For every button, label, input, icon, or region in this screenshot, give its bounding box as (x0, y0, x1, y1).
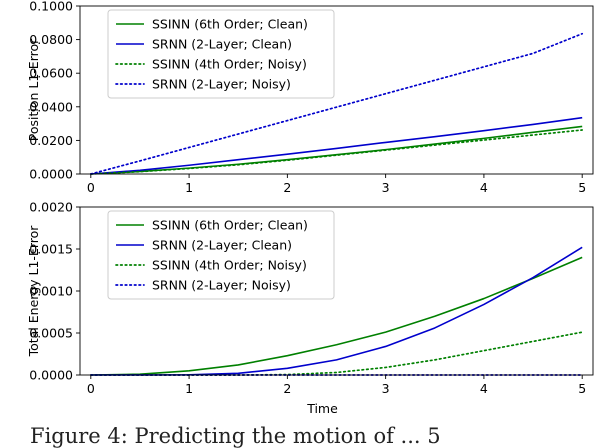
x-tick-label: 2 (283, 381, 291, 396)
x-tick-label: 4 (480, 381, 488, 396)
y-tick-label: 0.0000 (29, 167, 73, 182)
legend-label: SRNN (2-Layer; Noisy) (152, 77, 291, 92)
series-line-top-2 (89, 129, 584, 175)
legend-top: SSINN (6th Order; Clean) SRNN (2-Layer; C… (107, 9, 335, 99)
x-axis-label-bottom: Time (306, 401, 338, 416)
y-tick-label: 0.0010 (29, 284, 73, 299)
legend-bottom: SSINN (6th Order; Clean) SRNN (2-Layer; C… (107, 210, 335, 300)
series-line-bottom-2 (89, 331, 584, 376)
x-tick-label: 3 (382, 180, 390, 195)
x-tick-label: 1 (185, 381, 193, 396)
y-tick-label: 0.0005 (29, 326, 73, 341)
x-tick-label: 3 (382, 381, 390, 396)
series-line-bottom-0 (90, 256, 583, 376)
legend-label: SRNN (2-Layer; Noisy) (152, 278, 291, 293)
legend-label: SRNN (2-Layer; Clean) (152, 37, 292, 52)
y-tick-label: 0.0600 (29, 66, 73, 81)
legend-label: SSINN (6th Order; Clean) (152, 218, 308, 233)
plot-frame-top (79, 5, 594, 175)
y-tick-label: 0.0000 (29, 368, 73, 383)
x-tick-label: 1 (185, 180, 193, 195)
y-tick-label: 0.0020 (29, 200, 73, 215)
legend-label: SRNN (2-Layer; Clean) (152, 238, 292, 253)
y-axis-label-top: Position L1-Error (26, 38, 41, 141)
chart-top: 0 1 2 3 4 5 0.0000 0.0200 0.0400 0.0600 0.0800 0.10… (26, 0, 594, 195)
y-tick-label: 0.0200 (29, 133, 73, 148)
legend-box (107, 9, 335, 99)
series-line-top-0 (90, 125, 583, 175)
y-tick-label: 0.1000 (29, 0, 73, 14)
x-tick-label: 2 (283, 180, 291, 195)
series-line-top-3 (89, 32, 584, 175)
x-tick-label: 4 (480, 180, 488, 195)
x-tick-label: 5 (578, 381, 586, 396)
legend-box (107, 210, 335, 300)
x-tick-label: 0 (87, 381, 95, 396)
series-line-top-1 (90, 116, 583, 175)
figure-caption: Figure 4: Predicting the motion of ... 5 (30, 424, 441, 448)
legend-label: SSINN (4th Order; Noisy) (152, 57, 307, 72)
legend-label: SSINN (4th Order; Noisy) (152, 258, 307, 273)
x-tick-label: 0 (87, 180, 95, 195)
y-tick-label: 0.0015 (29, 242, 73, 257)
y-axis-label-bottom: Total Energy L1-Error (26, 225, 41, 358)
legend-label: SSINN (6th Order; Clean) (152, 17, 308, 32)
chart-bottom: 0 1 2 3 4 5 0.0000 0.0005 0.0010 0.0015 0.0020 Tota… (26, 200, 594, 416)
y-tick-label: 0.0400 (29, 99, 73, 114)
y-tick-label: 0.0800 (29, 32, 73, 47)
x-tick-label: 5 (578, 180, 586, 195)
